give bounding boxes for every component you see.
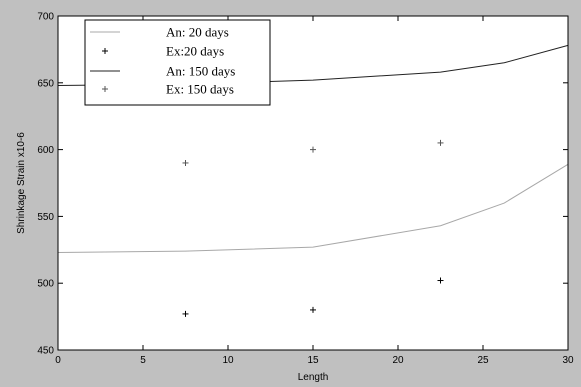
x-tick-label: 30	[562, 355, 574, 366]
legend-label-0: An: 20 days	[166, 25, 229, 40]
tick-layer: 0 5 10 15 20 25 30 450 500 550 600 650 700	[37, 12, 574, 367]
legend-label-3: Ex: 150 days	[166, 82, 234, 97]
legend-swatch-3	[102, 86, 108, 92]
y-tick-label: 650	[37, 78, 54, 89]
x-tick-label: 15	[307, 355, 319, 366]
data-point-3	[310, 146, 316, 153]
data-point-3	[182, 159, 189, 166]
y-tick-label: 700	[37, 12, 54, 23]
y-tick-label: 500	[37, 279, 54, 290]
data-point-1	[182, 310, 189, 317]
x-tick-label: 25	[477, 355, 489, 366]
x-axis-label: Length	[298, 372, 329, 383]
series-line-0	[57, 163, 569, 253]
y-axis-label: Shrinkage Strain x10-6	[16, 132, 27, 234]
legend-swatch-1	[102, 48, 108, 54]
x-tick-label: 10	[222, 355, 234, 366]
legend: An: 20 days Ex:20 days An: 150 days Ex: 150…	[84, 19, 271, 106]
data-point-1	[437, 277, 444, 284]
y-tick-label: 450	[37, 346, 54, 357]
data-point-1	[310, 306, 316, 313]
legend-box	[84, 19, 271, 106]
x-tick-label: 5	[140, 355, 146, 366]
x-tick-label: 0	[55, 355, 61, 366]
data-point-3	[437, 139, 444, 146]
x-tick-label: 20	[392, 355, 404, 366]
legend-label-2: An: 150 days	[166, 64, 235, 79]
y-tick-label: 600	[37, 145, 54, 156]
y-tick-label: 550	[37, 212, 54, 223]
legend-label-1: Ex:20 days	[166, 44, 224, 59]
